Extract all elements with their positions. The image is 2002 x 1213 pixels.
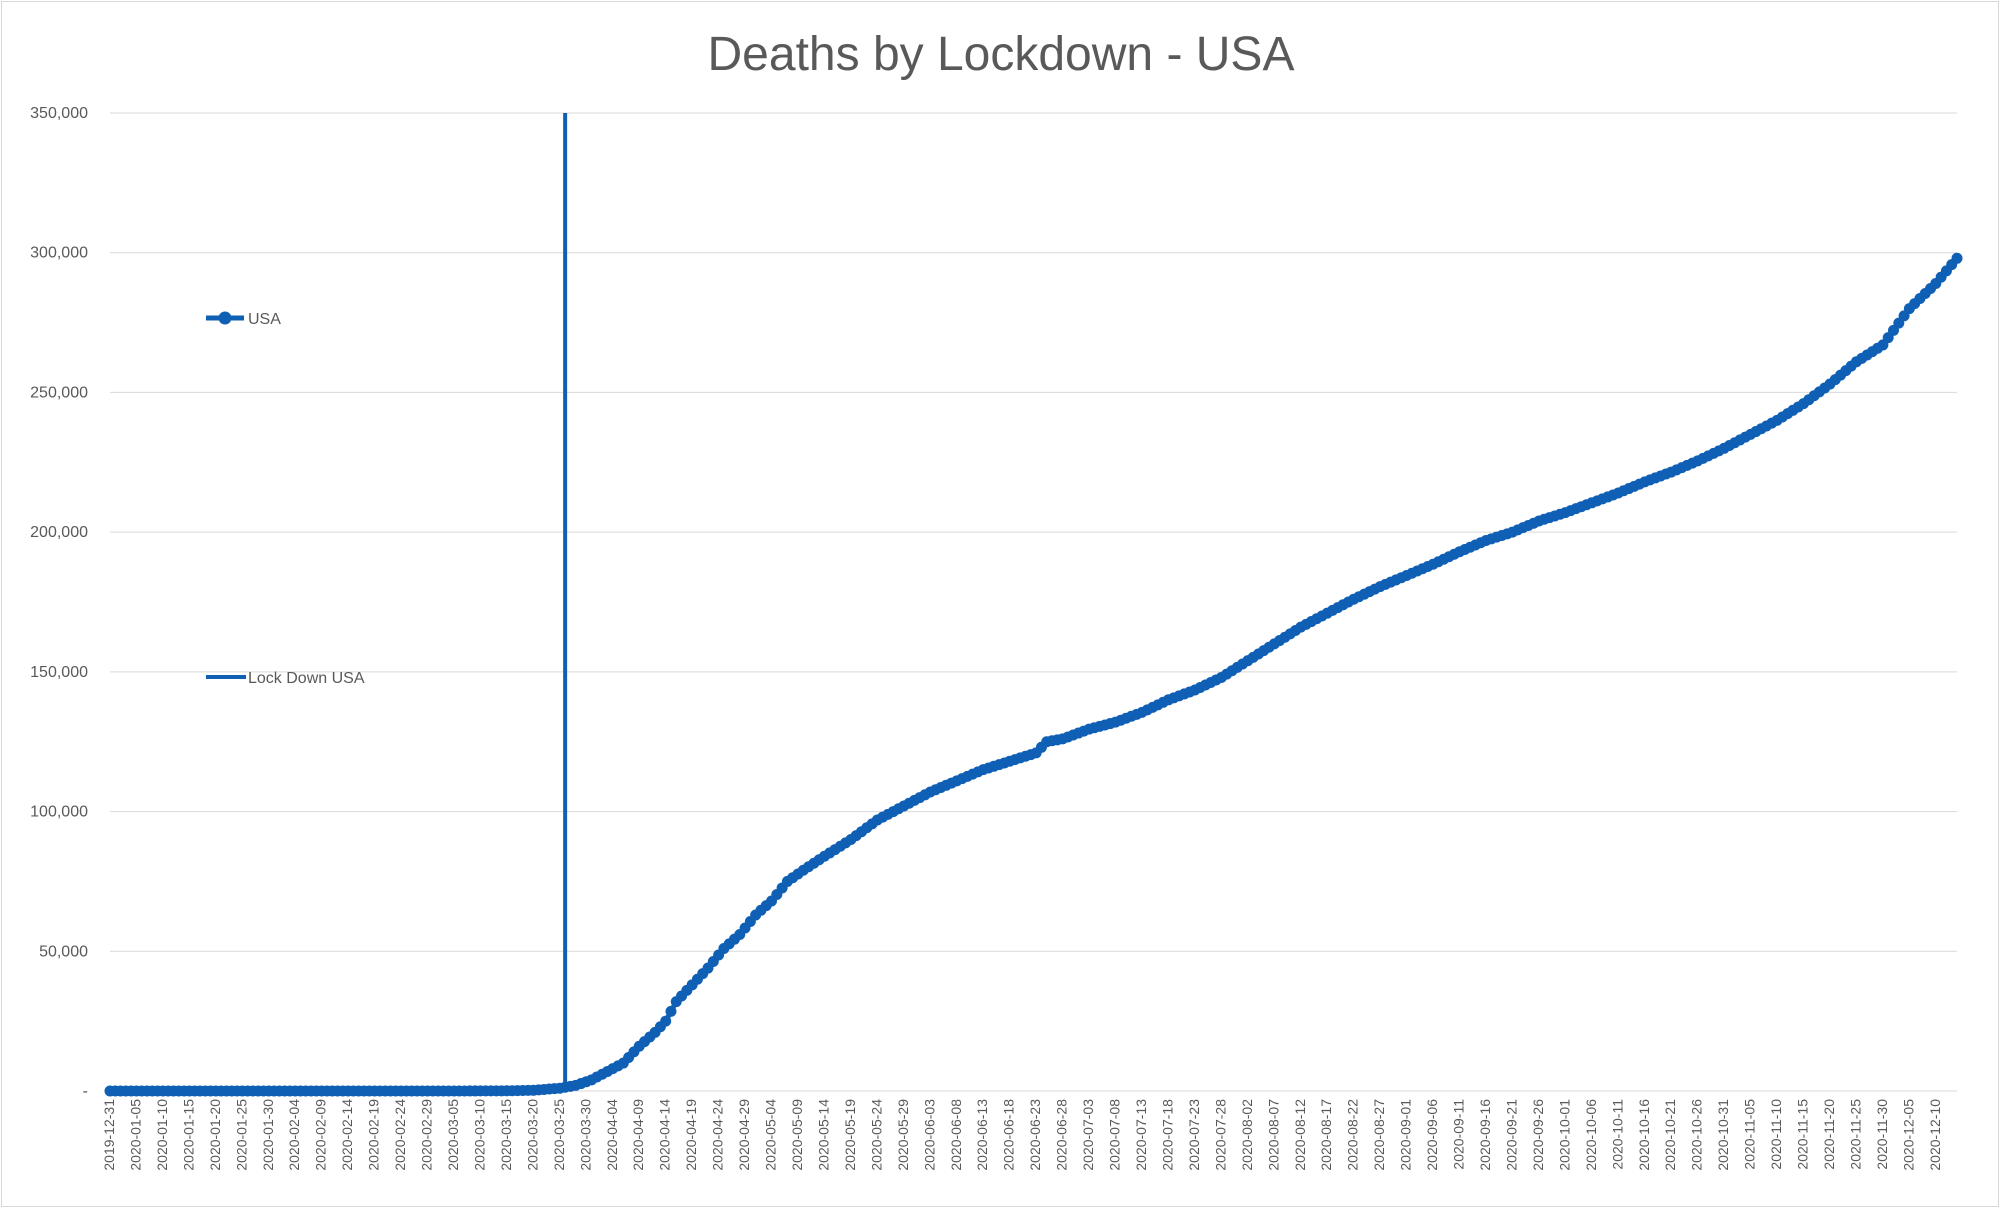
x-tick-label: 2020-05-04 (763, 1099, 779, 1171)
x-tick-label: 2019-12-31 (101, 1099, 117, 1171)
y-tick-label: 100,000 (30, 804, 88, 821)
x-tick-label: 2020-04-09 (630, 1099, 646, 1171)
usa-data-point (665, 1005, 677, 1017)
y-tick-label: 300,000 (30, 245, 88, 262)
x-tick-label: 2020-09-01 (1398, 1099, 1414, 1171)
x-tick-label: 2020-10-21 (1662, 1099, 1678, 1171)
x-tick-label: 2020-10-06 (1583, 1099, 1599, 1171)
x-tick-label: 2020-12-10 (1927, 1099, 1943, 1171)
x-tick-label: 2020-09-21 (1503, 1099, 1519, 1171)
axis-layer: - 50,000 100,000 150,000 200,000 250,000 300,0… (30, 105, 1943, 1171)
chart-title: Deaths by Lockdown - USA (708, 28, 1295, 81)
x-tick-label: 2020-01-10 (154, 1099, 170, 1171)
usa-data-point (660, 1015, 672, 1027)
x-tick-label: 2020-09-06 (1424, 1099, 1440, 1171)
x-tick-label: 2020-04-04 (604, 1099, 620, 1171)
y-tick-label: 250,000 (30, 384, 88, 401)
x-tick-label: 2020-11-15 (1795, 1099, 1811, 1170)
x-tick-label: 2020-08-02 (1239, 1099, 1255, 1171)
x-tick-label: 2020-02-09 (313, 1099, 329, 1171)
grid-layer (110, 112, 1957, 1092)
x-tick-label: 2020-04-14 (657, 1099, 673, 1171)
x-tick-label: 2020-03-05 (445, 1099, 461, 1171)
y-tick-label: - (83, 1083, 88, 1100)
x-tick-label: 2020-01-25 (233, 1099, 249, 1171)
x-tick-label: 2020-07-23 (1186, 1099, 1202, 1171)
x-tick-label: 2020-03-15 (498, 1099, 514, 1171)
x-tick-label: 2020-02-14 (339, 1099, 355, 1171)
x-tick-label: 2020-10-16 (1636, 1099, 1652, 1171)
x-tick-label: 2020-04-29 (736, 1099, 752, 1171)
x-tick-label: 2020-02-24 (392, 1099, 408, 1171)
x-tick-label: 2020-09-26 (1530, 1099, 1546, 1171)
x-tick-label: 2020-02-19 (366, 1099, 382, 1171)
x-tick-label: 2020-08-22 (1345, 1099, 1361, 1171)
legend-usa-marker (218, 311, 232, 325)
x-tick-label: 2020-01-05 (127, 1099, 143, 1171)
y-tick-label: 50,000 (39, 943, 88, 960)
x-tick-label: 2020-06-18 (1001, 1099, 1017, 1171)
x-tick-label: 2020-03-10 (471, 1099, 487, 1171)
usa-data-point (1951, 252, 1963, 264)
legend-usa-label: USA (248, 311, 281, 328)
x-tick-label: 2020-03-25 (551, 1099, 567, 1171)
x-tick-label: 2020-10-01 (1556, 1099, 1572, 1171)
x-tick-label: 2020-05-09 (789, 1099, 805, 1171)
x-tick-label: 2020-04-19 (683, 1099, 699, 1171)
x-tick-label: 2020-08-12 (1292, 1099, 1308, 1171)
x-tick-label: 2020-11-25 (1847, 1099, 1863, 1170)
x-tick-label: 2020-04-24 (710, 1099, 726, 1171)
x-tick-label: 2020-03-20 (524, 1099, 540, 1171)
x-tick-label: 2020-07-03 (1080, 1099, 1096, 1171)
x-tick-label: 2020-12-05 (1900, 1099, 1916, 1171)
x-tick-label: 2020-06-08 (948, 1099, 964, 1171)
legend-layer: USA Lock Down USA (206, 311, 365, 687)
x-tick-label: 2020-01-30 (260, 1099, 276, 1171)
x-tick-label: 2020-09-11 (1451, 1099, 1467, 1170)
x-tick-label: 2020-10-11 (1609, 1099, 1625, 1170)
legend-lockdown-label: Lock Down USA (248, 670, 365, 687)
x-tick-label: 2020-11-20 (1821, 1099, 1837, 1170)
x-tick-label: 2020-06-28 (1054, 1099, 1070, 1171)
x-tick-label: 2020-01-20 (207, 1099, 223, 1171)
y-tick-label: 200,000 (30, 524, 88, 541)
x-tick-label: 2020-01-15 (180, 1099, 196, 1171)
x-tick-label: 2020-02-04 (286, 1099, 302, 1171)
x-tick-label: 2020-03-30 (577, 1099, 593, 1171)
x-tick-label: 2020-07-18 (1159, 1099, 1175, 1171)
x-tick-label: 2020-09-16 (1477, 1099, 1493, 1171)
x-tick-label: 2020-11-05 (1742, 1099, 1758, 1170)
series-layer (104, 113, 1963, 1097)
x-tick-label: 2020-10-31 (1715, 1099, 1731, 1171)
x-tick-label: 2020-11-10 (1768, 1099, 1784, 1170)
x-tick-label: 2020-06-23 (1027, 1099, 1043, 1171)
x-tick-label: 2020-08-17 (1318, 1099, 1334, 1171)
x-tick-label: 2020-08-27 (1371, 1099, 1387, 1171)
x-tick-label: 2020-05-14 (815, 1099, 831, 1171)
x-tick-label: 2020-06-03 (921, 1099, 937, 1171)
usa-series-line (107, 255, 1960, 1094)
x-tick-label: 2020-07-28 (1212, 1099, 1228, 1171)
x-tick-label: 2020-11-30 (1874, 1099, 1890, 1170)
x-tick-label: 2020-05-19 (842, 1099, 858, 1171)
x-tick-label: 2020-05-29 (895, 1099, 911, 1171)
x-tick-label: 2020-05-24 (868, 1099, 884, 1171)
x-tick-label: 2020-07-08 (1107, 1099, 1123, 1171)
y-tick-label: 150,000 (30, 664, 88, 681)
x-tick-label: 2020-10-26 (1689, 1099, 1705, 1171)
x-tick-label: 2020-07-13 (1133, 1099, 1149, 1171)
x-tick-label: 2020-02-29 (419, 1099, 435, 1171)
y-tick-label: 350,000 (30, 105, 88, 122)
x-tick-label: 2020-06-13 (974, 1099, 990, 1171)
x-tick-label: 2020-08-07 (1265, 1099, 1281, 1171)
